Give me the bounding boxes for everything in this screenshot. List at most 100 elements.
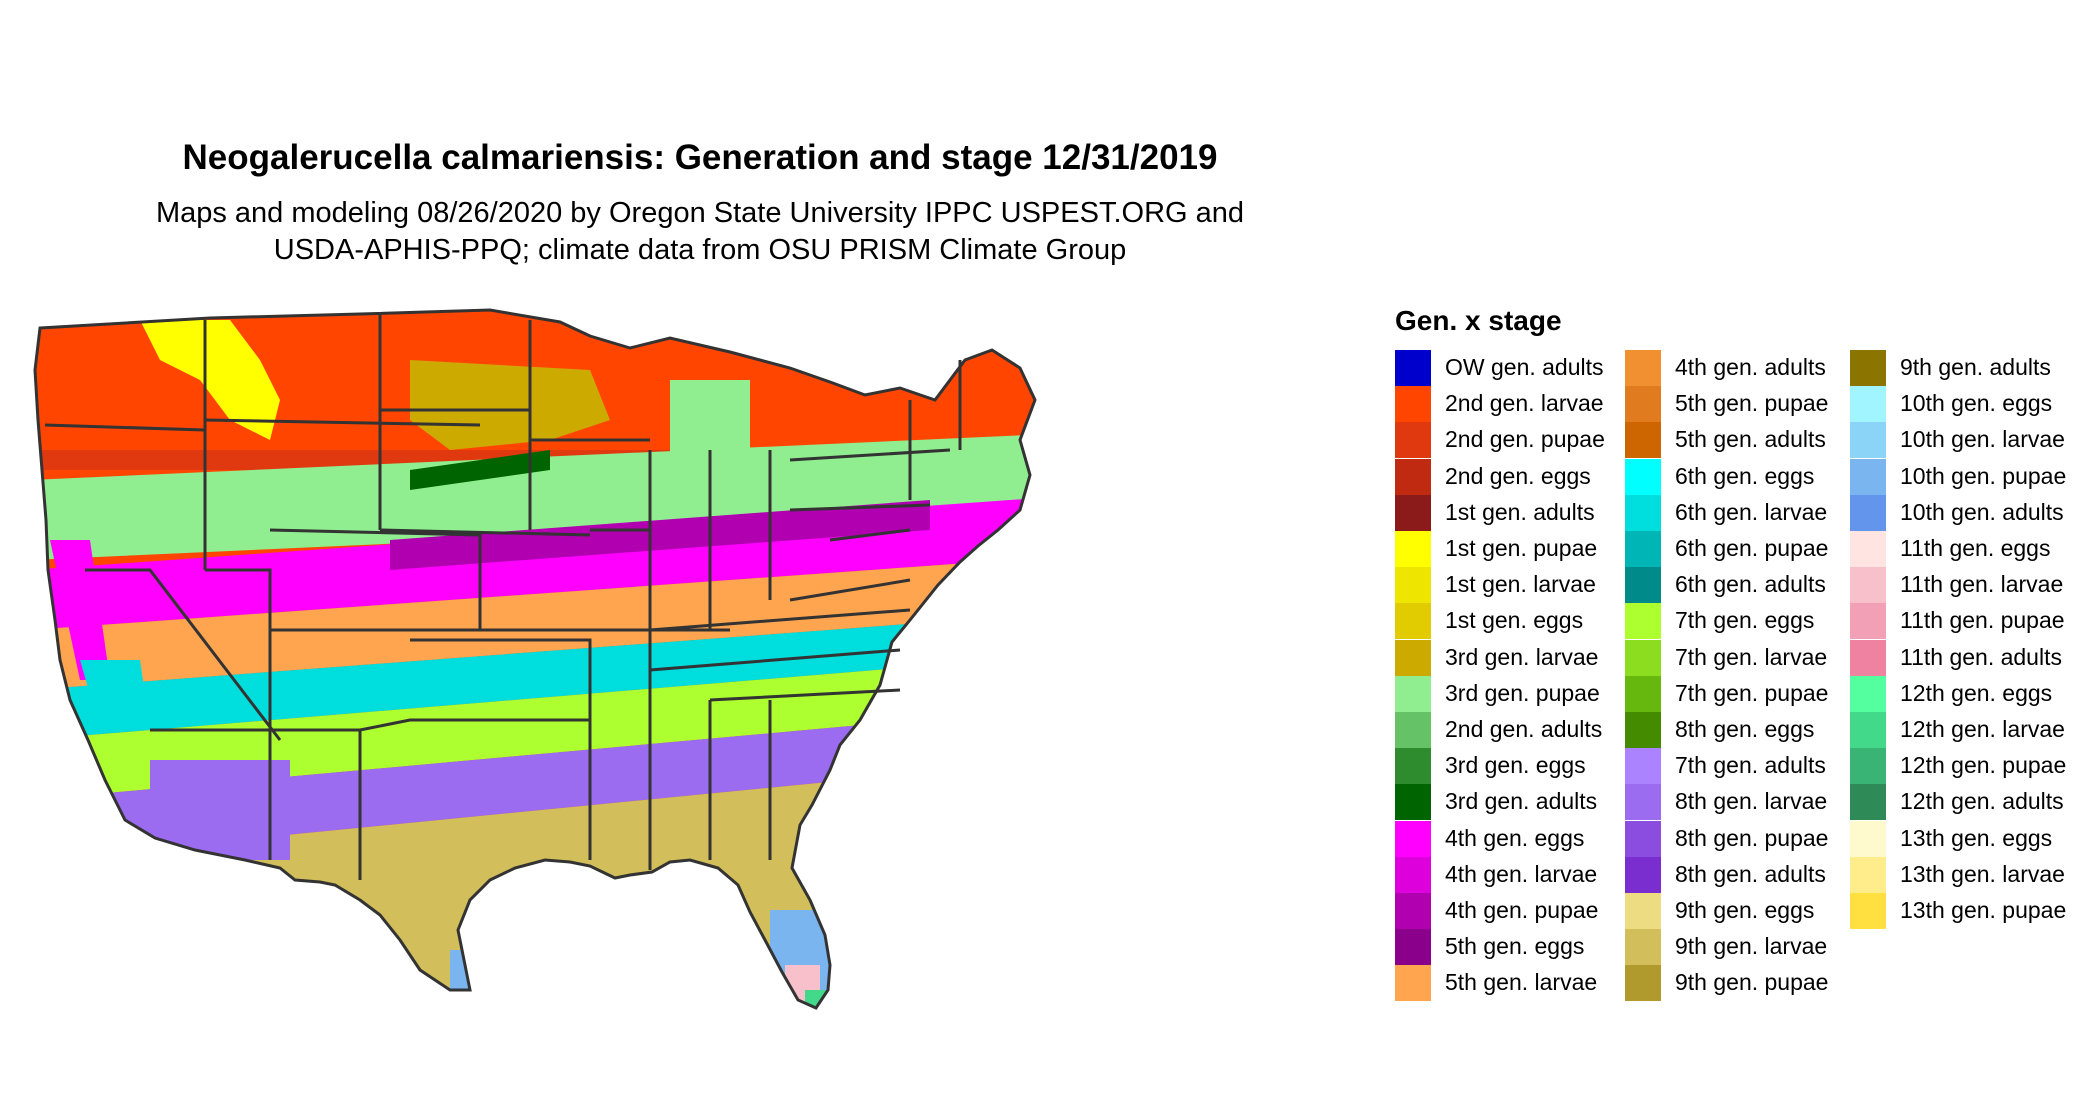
legend-item: OW gen. adults bbox=[1395, 350, 1625, 386]
legend-item: 3rd gen. eggs bbox=[1395, 748, 1625, 785]
legend-item: 11th gen. pupae bbox=[1850, 603, 2080, 640]
map-fill-layer bbox=[35, 310, 1035, 1008]
legend-swatch bbox=[1395, 965, 1431, 1002]
legend-item: 2nd gen. pupae bbox=[1395, 422, 1625, 459]
legend-item: 9th gen. larvae bbox=[1625, 929, 1855, 966]
map-subtitle-line-1: Maps and modeling 08/26/2020 by Oregon S… bbox=[155, 197, 1245, 229]
legend-item: 11th gen. adults bbox=[1850, 639, 2080, 676]
legend-swatch bbox=[1625, 784, 1661, 821]
legend-swatch bbox=[1395, 893, 1431, 929]
legend-label: 2nd gen. adults bbox=[1445, 716, 1603, 742]
legend-swatch bbox=[1395, 386, 1431, 423]
map-zone-yellow-rockies bbox=[140, 320, 280, 440]
legend-item: 9th gen. adults bbox=[1850, 350, 2080, 386]
state-line-new-england bbox=[908, 360, 962, 500]
state-line-co bbox=[269, 528, 482, 632]
map-zone-purple bbox=[390, 500, 930, 570]
legend-label: 2nd gen. pupae bbox=[1445, 426, 1605, 453]
state-line-la-ms bbox=[588, 700, 712, 870]
legend-swatch bbox=[1395, 531, 1431, 567]
legend-swatch bbox=[1625, 494, 1661, 531]
legend-swatch bbox=[1625, 639, 1661, 676]
legend-swatch bbox=[1625, 820, 1661, 857]
legend-label: 9th gen. eggs bbox=[1675, 897, 1815, 923]
legend-swatch bbox=[1625, 458, 1661, 495]
legend-item: 12th gen. pupae bbox=[1850, 748, 2080, 785]
legend-label: 11th gen. adults bbox=[1900, 643, 2062, 670]
legend-label: 12th gen. pupae bbox=[1900, 752, 2067, 779]
legend-swatch bbox=[1395, 350, 1431, 386]
legend-item: 12th gen. adults bbox=[1850, 784, 2080, 821]
map-zone-dark-green bbox=[410, 450, 550, 490]
map-zone-michigan-green bbox=[670, 380, 750, 470]
legend-item: 6th gen. eggs bbox=[1625, 458, 1855, 495]
state-line-ne-ks bbox=[379, 528, 591, 632]
legend-swatch bbox=[1625, 893, 1661, 929]
legend-item: 8th gen. pupae bbox=[1625, 820, 1855, 857]
legend-item: 7th gen. eggs bbox=[1625, 603, 1855, 640]
legend-label: 3rd gen. adults bbox=[1445, 788, 1598, 815]
legend-label: 11th gen. larvae bbox=[1900, 571, 2064, 598]
legend-item: 10th gen. adults bbox=[1850, 494, 2080, 531]
legend-label: 5th gen. adults bbox=[1675, 426, 1826, 453]
legend-swatch bbox=[1625, 422, 1661, 459]
legend-item: 6th gen. adults bbox=[1625, 567, 1855, 604]
state-line-dakotas bbox=[378, 314, 530, 530]
legend-swatch bbox=[1850, 531, 1886, 567]
legend-swatch bbox=[1625, 748, 1661, 785]
legend-label: 1st gen. eggs bbox=[1445, 607, 1584, 634]
legend-label: 10th gen. adults bbox=[1900, 498, 2064, 525]
legend-label: 13th gen. eggs bbox=[1900, 824, 2053, 851]
map-zone-plains-olive bbox=[410, 360, 610, 450]
state-line-va-nc bbox=[789, 528, 911, 602]
legend-label: 3rd gen. eggs bbox=[1445, 752, 1586, 779]
legend-swatch bbox=[1395, 603, 1431, 640]
legend-item: 2nd gen. larvae bbox=[1395, 386, 1625, 423]
legend-label: 8th gen. eggs bbox=[1675, 716, 1815, 742]
map-title: Neogalerucella calmariensis: Generation … bbox=[182, 138, 1218, 177]
legend-label: 10th gen. pupae bbox=[1900, 462, 2067, 489]
legend-swatch bbox=[1850, 784, 1886, 821]
map-zone-west-coast-cyan bbox=[80, 660, 150, 730]
legend-label: 10th gen. eggs bbox=[1900, 390, 2053, 417]
legend-label: 1st gen. pupae bbox=[1445, 535, 1598, 561]
legend-swatch bbox=[1395, 494, 1431, 531]
legend-swatch bbox=[1395, 639, 1431, 676]
legend-label: 3rd gen. pupae bbox=[1445, 679, 1600, 706]
legend-item: 13th gen. pupae bbox=[1850, 893, 2080, 929]
legend-label: 11th gen. eggs bbox=[1900, 535, 2051, 561]
legend-item: 7th gen. pupae bbox=[1625, 675, 1855, 712]
legend-label: 6th gen. pupae bbox=[1675, 535, 1829, 561]
legend-swatch bbox=[1850, 675, 1886, 712]
legend-swatch bbox=[1395, 712, 1431, 748]
legend-swatch bbox=[1625, 929, 1661, 966]
legend-swatch bbox=[1850, 567, 1886, 604]
state-line-il-in-oh bbox=[648, 450, 772, 630]
legend-label: 7th gen. adults bbox=[1675, 752, 1826, 779]
legend-item: 8th gen. adults bbox=[1625, 856, 1855, 893]
state-line-nv-ca bbox=[85, 568, 282, 741]
legend-swatch bbox=[1395, 675, 1431, 712]
legend-label: 9th gen. pupae bbox=[1675, 969, 1829, 996]
legend-item: 12th gen. eggs bbox=[1850, 675, 2080, 712]
legend-label: 5th gen. larvae bbox=[1445, 969, 1598, 996]
legend-item: 8th gen. eggs bbox=[1625, 712, 1855, 748]
map-subtitle-line-2: USDA-APHIS-PPQ; climate data from OSU PR… bbox=[273, 234, 1127, 266]
state-line-wa-or bbox=[44, 423, 206, 432]
us-generation-map bbox=[33, 308, 1037, 1010]
legend-swatch bbox=[1625, 567, 1661, 604]
legend-swatch bbox=[1850, 893, 1886, 929]
legend-item: 3rd gen. adults bbox=[1395, 784, 1625, 821]
legend-label: 12th gen. larvae bbox=[1900, 716, 2065, 742]
legend-swatch bbox=[1625, 675, 1661, 712]
map-zone-southwest-violet bbox=[150, 760, 290, 860]
legend-item: 6th gen. pupae bbox=[1625, 531, 1855, 567]
legend-label: 13th gen. larvae bbox=[1900, 860, 2065, 887]
legend-item: 11th gen. larvae bbox=[1850, 567, 2080, 604]
legend-swatch bbox=[1850, 639, 1886, 676]
legend-label: 9th gen. larvae bbox=[1675, 933, 1828, 960]
legend-item: 1st gen. eggs bbox=[1395, 603, 1625, 640]
state-line-ny-pa bbox=[789, 448, 951, 512]
legend-swatch bbox=[1850, 820, 1886, 857]
state-line-mn-ia bbox=[528, 320, 650, 530]
